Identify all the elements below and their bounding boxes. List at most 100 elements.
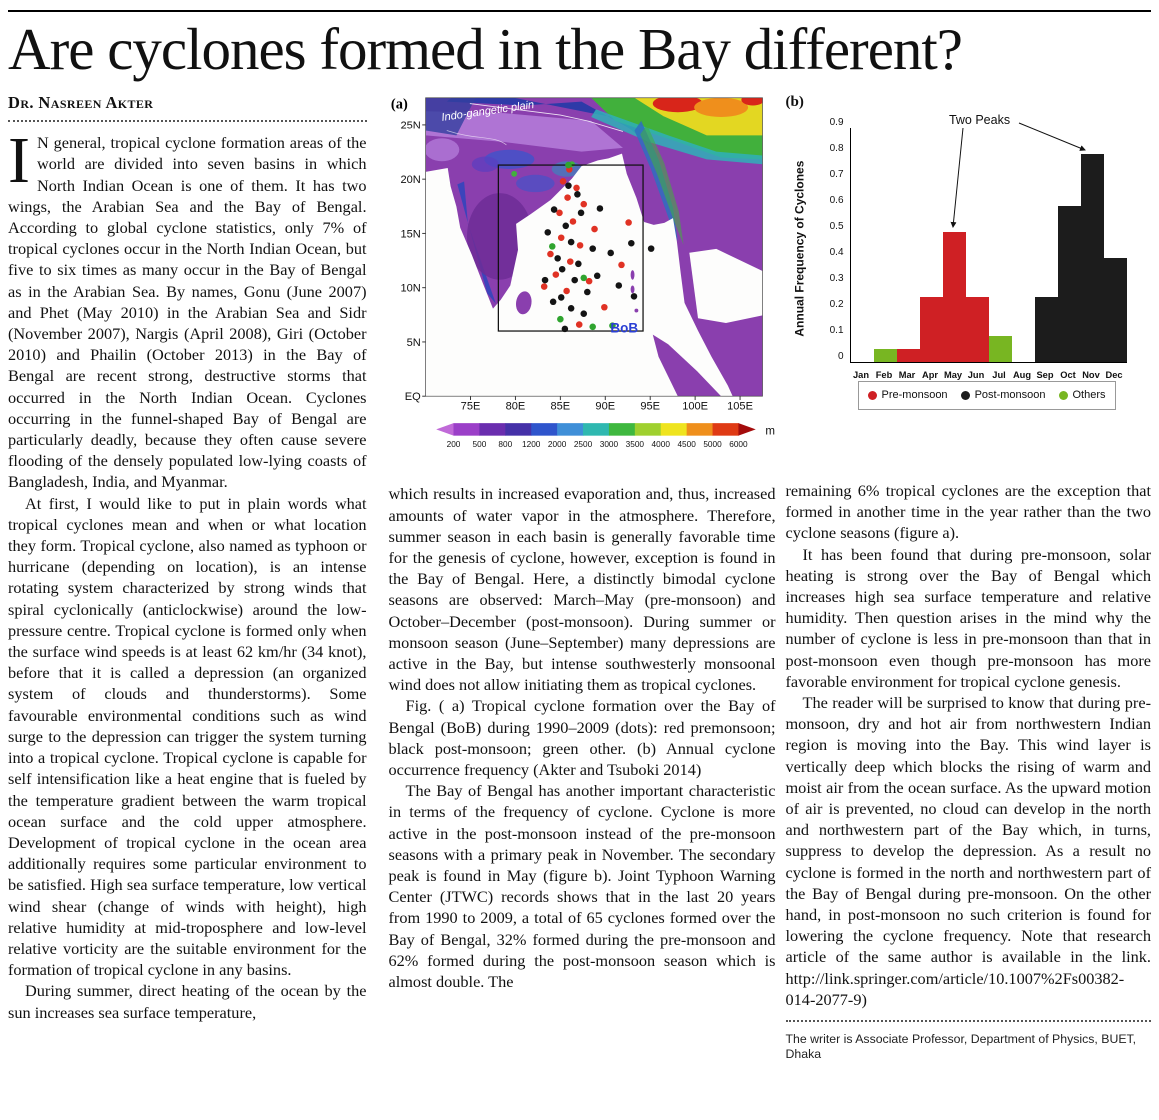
bar-Mar-pre-monsoon	[896, 349, 920, 362]
bar-Oct-post-monsoon	[1057, 206, 1081, 362]
cyclone-dot-post	[579, 310, 587, 317]
figure-b-label: (b)	[785, 94, 804, 110]
month-label: Jan	[853, 370, 870, 380]
byline: Dr. Nasreen Akter	[8, 93, 154, 112]
colorbar-tick-label: 200	[446, 440, 460, 449]
month-label: Dec	[1105, 370, 1123, 380]
cyclone-dots	[540, 161, 654, 333]
bar-Nov-post-monsoon	[1080, 154, 1104, 362]
y-tick-label: 0.6	[829, 194, 844, 206]
colorbar-tick-label: 3500	[625, 440, 644, 449]
bar-Dec-post-monsoon	[1103, 258, 1127, 362]
lat-tick-label: EQ	[404, 391, 420, 403]
lon-tick-label: 100E	[682, 401, 708, 413]
cyclone-dot-post	[615, 282, 622, 289]
colorbar-tick-label: 500	[472, 440, 486, 449]
colorbar-tick-label: 2000	[547, 440, 566, 449]
cyclone-dot-post	[570, 276, 578, 284]
top-rule	[8, 10, 1151, 12]
legend-item-others: Others	[1058, 385, 1106, 406]
month-label: Sep	[1036, 370, 1054, 380]
cyclone-dot-pre	[600, 303, 608, 311]
cyclone-dot-pre	[569, 218, 576, 225]
cyclone-dot-post	[567, 305, 574, 312]
cyclone-dot-post	[561, 222, 569, 230]
bar-Feb-others	[873, 349, 897, 362]
cyclone-dot-post	[558, 265, 565, 273]
cyclone-dot-post	[564, 182, 572, 189]
figure-a-label: (a)	[390, 96, 407, 112]
month-label: Nov	[1082, 370, 1100, 380]
cyclone-dot-pre	[585, 277, 592, 285]
month-label: Jul	[992, 370, 1006, 380]
cyclone-dot-post	[550, 206, 557, 213]
cyclone-dot-pre	[579, 200, 587, 208]
bar-chart-plot: Two Peaks	[849, 113, 1127, 363]
month-label: Aug	[1012, 370, 1032, 380]
month-label: Oct	[1060, 370, 1076, 380]
bar-May-pre-monsoon	[942, 232, 966, 362]
figure-b: (b) Annual Frequency of Cyclones 0 0.1 0.2…	[785, 92, 1138, 411]
ocean	[425, 153, 733, 397]
chart-legend: Pre-monsoon Post-monsoon Others	[844, 381, 1130, 411]
cyclone-dot-pre	[576, 242, 583, 249]
y-tick-label: 0.4	[829, 246, 844, 258]
cyclone-dot-pre	[624, 219, 632, 226]
cyclone-dot-post	[588, 245, 596, 252]
lat-tick-label: 20N	[400, 174, 420, 186]
cyclone-dot-post	[606, 249, 614, 257]
cyclone-dot-pre	[566, 258, 574, 265]
column-3: (b) Annual Frequency of Cyclones 0 0.1 0.2…	[785, 92, 1151, 1062]
y-tick-label: 0.9	[829, 116, 844, 128]
paragraph: which results in increased evaporation a…	[388, 484, 776, 695]
cyclone-dot-post	[567, 238, 574, 246]
paragraph: It has been found that during pre-monsoo…	[785, 544, 1151, 691]
cyclone-dot-pre	[540, 283, 547, 290]
map-terrain: Indo-gangetic plain	[425, 97, 763, 397]
cyclone-dot-pre	[559, 178, 566, 185]
legend-item-post-monsoon: Post-monsoon	[960, 385, 1046, 406]
cyclone-dot-other	[564, 161, 572, 169]
cyclone-dot-post	[573, 191, 581, 198]
elevation-colorbar: 200 500 800 1200 2000 2500 3000 3500 4000 4500 500…	[435, 423, 756, 449]
cyclone-dot-post	[543, 229, 551, 236]
lat-tick-label: 5N	[406, 337, 420, 349]
cyclone-dot-pre	[575, 321, 583, 328]
month-label: Feb	[875, 370, 893, 380]
writer-credit: The writer is Associate Professor, Depar…	[785, 1032, 1137, 1062]
legend-label: Pre-monsoon	[881, 389, 948, 401]
cyclone-dot-pre	[572, 184, 580, 192]
cyclone-dot-pre	[555, 209, 563, 217]
colorbar-tick-label: 4000	[651, 440, 670, 449]
byline-rule	[8, 120, 367, 123]
cyclone-dot-pre	[552, 271, 559, 278]
cyclone-dot-pre	[590, 225, 598, 233]
y-tick-label: 0.3	[829, 272, 844, 284]
bob-label: BoB	[610, 321, 638, 336]
cyclone-dot-post	[577, 209, 584, 217]
cyclone-dot-post	[574, 260, 582, 268]
cyclone-dot-pre	[557, 234, 565, 242]
paragraph: remaining 6% tropical cyclones are the e…	[785, 481, 1151, 543]
month-label: Mar	[898, 370, 916, 380]
lon-tick-label: 90E	[595, 401, 615, 413]
colorbar-tick-label: 2500	[573, 440, 592, 449]
y-tick-label: 0.1	[829, 324, 844, 336]
colorbar-tick-label: 5000	[703, 440, 722, 449]
lat-tick-label: 15N	[400, 228, 420, 240]
lon-tick-label: 105E	[727, 401, 753, 413]
lat-tick-label: 25N	[400, 120, 420, 132]
paragraph: The reader will be surprised to know tha…	[785, 693, 1151, 1009]
colorbar-tick-label: 6000	[729, 440, 748, 449]
drop-cap: I	[8, 124, 30, 198]
legend-dot	[867, 391, 877, 401]
two-peaks-annotation: Two Peaks	[948, 113, 1011, 127]
cyclone-dot-post	[630, 293, 637, 300]
cyclone-dot-pre	[562, 287, 570, 295]
month-label: May	[943, 370, 963, 380]
y-tick-label: 0.2	[829, 298, 844, 310]
paragraph: At first, I would like to put in plain w…	[8, 493, 367, 980]
month-label: Apr	[922, 370, 939, 380]
legend-item-pre-monsoon: Pre-monsoon	[867, 385, 948, 406]
